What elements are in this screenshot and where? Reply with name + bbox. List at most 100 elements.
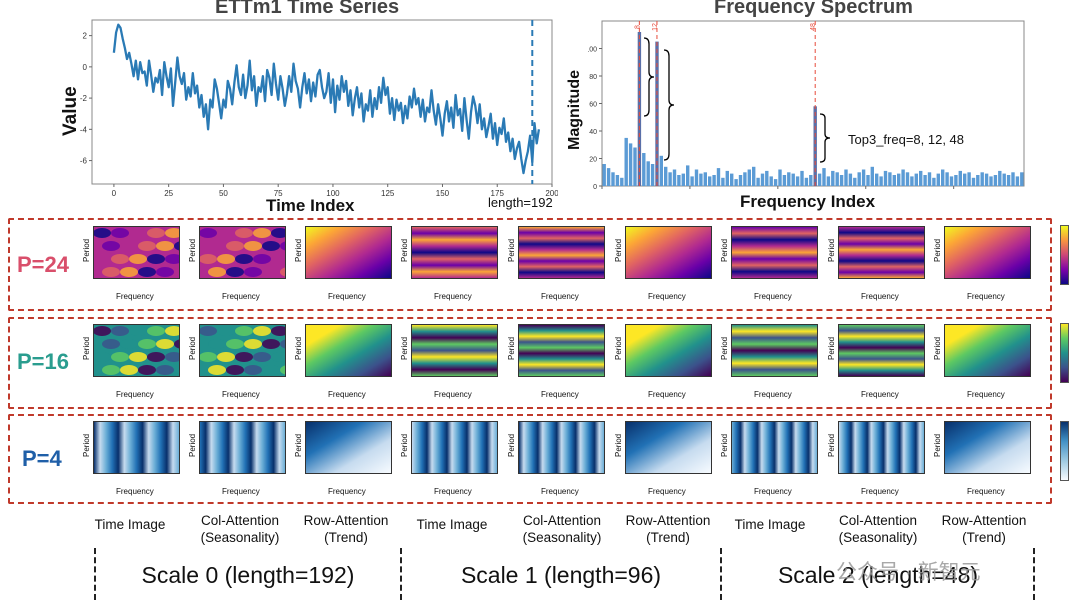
spectrum-bar bbox=[734, 179, 738, 186]
spectrum-bar bbox=[769, 176, 773, 186]
row-box-p16 bbox=[8, 317, 1052, 409]
spectrum-bar bbox=[725, 170, 729, 186]
spectrum-bar bbox=[620, 177, 624, 187]
colorbar-plasma bbox=[1060, 225, 1069, 285]
heatmap-ylabel: Period bbox=[827, 433, 836, 457]
row-label-p4: P=4 bbox=[22, 446, 62, 471]
spectrum-bar bbox=[817, 173, 822, 186]
heatmap-xlabel: Frequency bbox=[861, 292, 899, 301]
heatmap-xlabel: Frequency bbox=[648, 292, 686, 301]
top-freq-annotation: Top3_freq=8, 12, 48 bbox=[848, 132, 965, 147]
scale-separator-2 bbox=[400, 548, 402, 600]
heatmap-graphic bbox=[200, 325, 285, 376]
column-label-line1: Time Image bbox=[94, 517, 166, 532]
scale-separator-1 bbox=[94, 548, 96, 600]
spectrum-bar bbox=[730, 173, 734, 186]
spectrum-bar bbox=[875, 173, 879, 186]
spectrum-bar bbox=[914, 173, 918, 186]
heatmap-ylabel: Period bbox=[188, 336, 197, 360]
sp-ytick-label: 20 bbox=[589, 157, 597, 164]
spectrum-bar bbox=[919, 170, 923, 186]
time-series-xlabel: Time Index bbox=[266, 196, 355, 215]
heatmap-graphic bbox=[732, 325, 817, 376]
column-label: Time Image bbox=[80, 516, 180, 533]
heatmap-image bbox=[93, 226, 180, 279]
time-series-line bbox=[112, 23, 541, 175]
heatmap-xlabel: Frequency bbox=[648, 390, 686, 399]
spectrum-bar bbox=[861, 169, 866, 186]
heatmap-xlabel: Frequency bbox=[328, 292, 366, 301]
spectrum-bar bbox=[690, 176, 694, 186]
heatmap-image bbox=[731, 226, 818, 279]
spectrum-bar bbox=[892, 175, 896, 186]
heatmap-ylabel: Period bbox=[188, 238, 197, 262]
brace-1 bbox=[643, 37, 655, 117]
spectrum-bar bbox=[1011, 172, 1015, 187]
spectrum-bar bbox=[857, 172, 861, 187]
heatmap-image bbox=[93, 324, 180, 377]
spectrum-bar bbox=[888, 172, 892, 187]
spectrum-bar bbox=[989, 176, 993, 186]
column-label: Time Image bbox=[402, 516, 502, 533]
spectrum-bar bbox=[694, 169, 699, 186]
heatmap-ylabel: Period bbox=[720, 433, 729, 457]
length-label: length=192 bbox=[488, 195, 553, 210]
top-freq-label: 48 bbox=[810, 23, 817, 31]
row-label-p16: P=16 bbox=[17, 349, 69, 374]
spectrum-bar bbox=[835, 172, 839, 187]
heatmap-xlabel: Frequency bbox=[967, 487, 1005, 496]
heatmap-ylabel: Period bbox=[827, 238, 836, 262]
colorbar-viridis bbox=[1060, 323, 1069, 383]
spectrum-bar bbox=[615, 175, 620, 186]
spectrum-bar bbox=[633, 147, 637, 186]
spectrum-bar bbox=[611, 172, 615, 187]
heatmap-graphic bbox=[945, 325, 1030, 376]
heatmap-ylabel: Period bbox=[294, 433, 303, 457]
sp-ytick-label: 0 bbox=[593, 184, 597, 191]
heatmap-xlabel: Frequency bbox=[541, 292, 579, 301]
heatmap-image bbox=[518, 421, 605, 474]
column-label-line1: Col-Attention bbox=[522, 513, 602, 528]
spectrum-bar bbox=[606, 168, 611, 186]
heatmap-image bbox=[625, 226, 712, 279]
spectrum-bar bbox=[984, 173, 989, 186]
heatmap-image bbox=[944, 421, 1031, 474]
column-label-line2: (Trend) bbox=[646, 530, 690, 545]
heatmap-ylabel: Period bbox=[294, 336, 303, 360]
spectrum-bar bbox=[602, 164, 606, 186]
heatmap-image bbox=[838, 324, 925, 377]
heatmap-image bbox=[625, 324, 712, 377]
heatmap-graphic bbox=[839, 422, 924, 473]
spectrum-bar bbox=[883, 170, 888, 186]
column-label: Row-Attention (Trend) bbox=[934, 512, 1034, 546]
spectrum-bar bbox=[932, 177, 936, 187]
column-label: Row-Attention (Trend) bbox=[296, 512, 396, 546]
heatmap-xlabel: Frequency bbox=[754, 390, 792, 399]
heatmap-xlabel: Frequency bbox=[541, 390, 579, 399]
spectrum-bar bbox=[686, 165, 690, 186]
spectrum-bar bbox=[879, 176, 883, 186]
spectrum-bar bbox=[760, 173, 765, 186]
ts-ytick-label: -6 bbox=[80, 157, 88, 166]
column-label-line1: Time Image bbox=[734, 517, 806, 532]
ts-xtick-label: 100 bbox=[326, 189, 340, 196]
heatmap-graphic bbox=[626, 422, 711, 473]
heatmap-ylabel: Period bbox=[188, 433, 197, 457]
spectrum-bar bbox=[971, 177, 976, 187]
heatmap-xlabel: Frequency bbox=[967, 292, 1005, 301]
colorbar-blues bbox=[1060, 421, 1069, 481]
spectrum-bar bbox=[936, 173, 940, 186]
heatmap-image bbox=[838, 226, 925, 279]
heatmap-graphic bbox=[306, 325, 391, 376]
spectrum-bar bbox=[927, 172, 932, 187]
spectrum-bar bbox=[897, 173, 901, 186]
scale-1-label: Scale 1 (length=96) bbox=[460, 562, 662, 588]
spectrum-bar bbox=[637, 32, 642, 186]
spectrum-bar bbox=[866, 175, 870, 186]
heatmap-image bbox=[305, 324, 392, 377]
heatmap-ylabel: Period bbox=[82, 433, 91, 457]
spectrum-bar bbox=[721, 177, 725, 187]
heatmap-graphic bbox=[306, 227, 391, 278]
spectrum-bar bbox=[839, 175, 844, 186]
sp-ytick-label: 40 bbox=[589, 129, 597, 136]
